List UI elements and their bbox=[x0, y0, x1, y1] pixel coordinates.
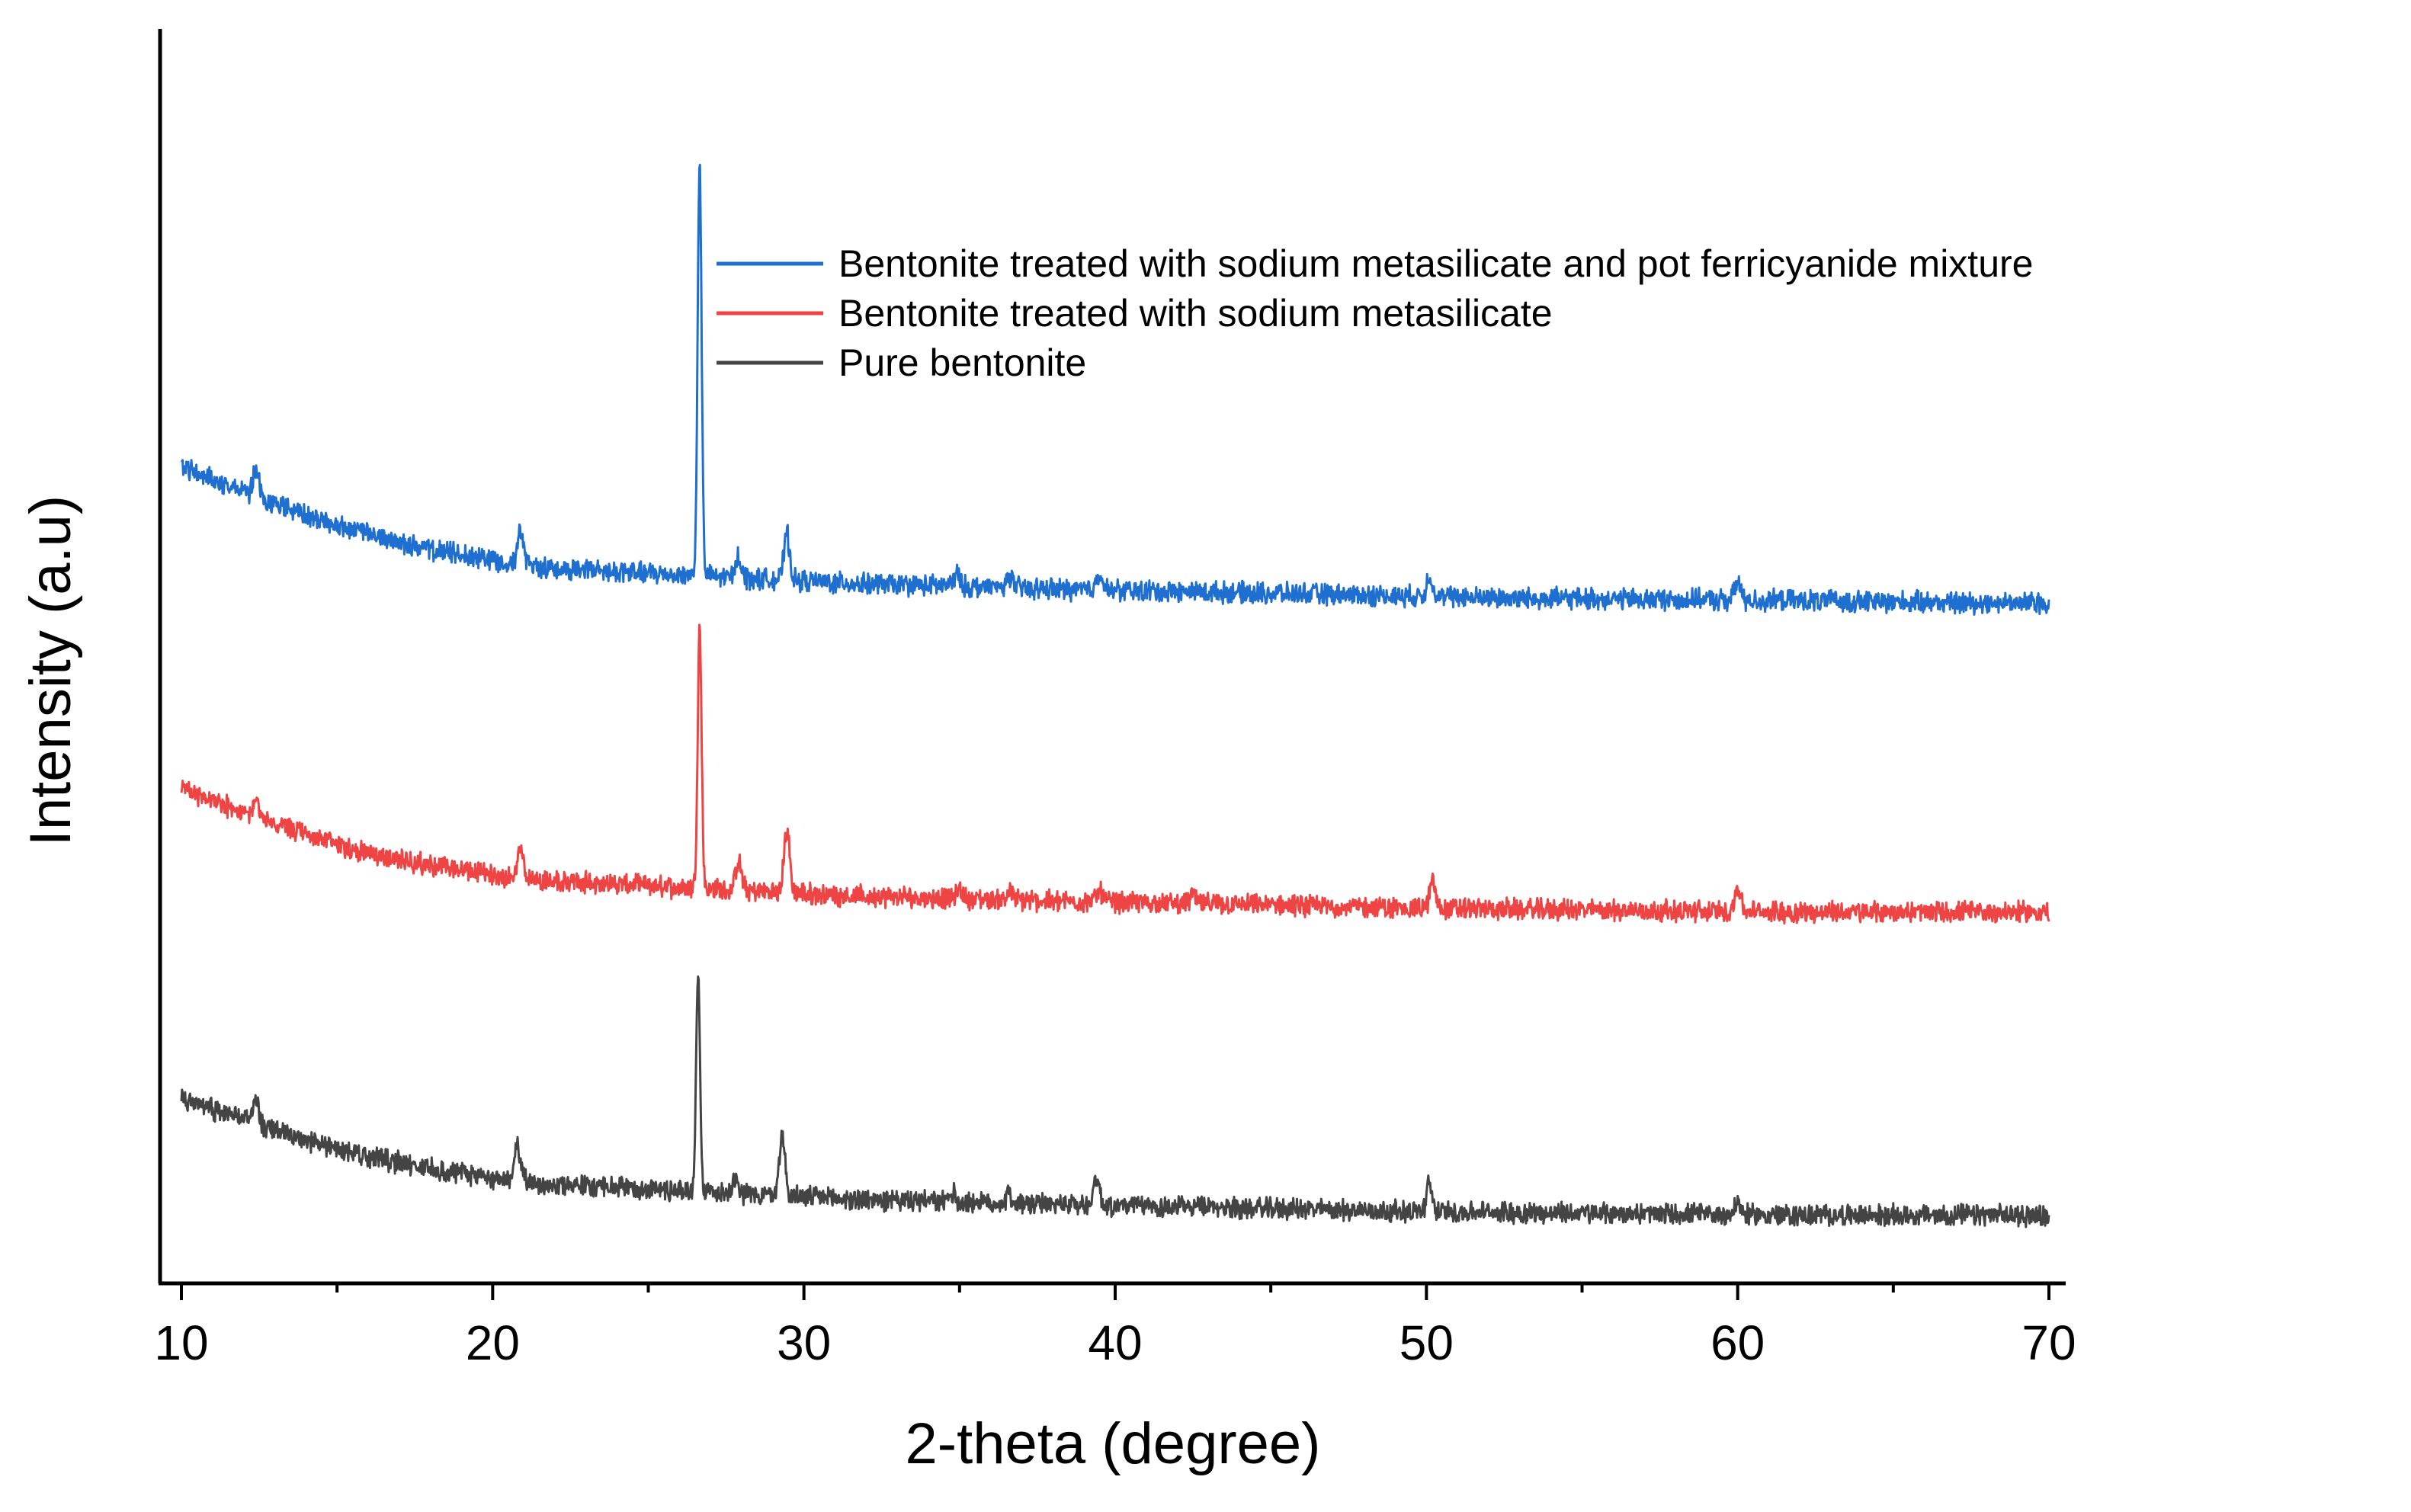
series-line-2 bbox=[180, 623, 2050, 925]
series-layer bbox=[180, 163, 2050, 1228]
x-tick-label: 40 bbox=[1088, 1315, 1142, 1370]
legend-label-1: Bentonite treated with sodium metasilica… bbox=[838, 242, 2033, 285]
x-tick-label: 50 bbox=[1399, 1315, 1454, 1370]
legend: Bentonite treated with sodium metasilica… bbox=[717, 242, 2033, 384]
series-line-1 bbox=[180, 163, 2050, 616]
axes-layer bbox=[158, 29, 2066, 1286]
ticks-layer: 10 20 30 40 50 60 70 bbox=[154, 1283, 2076, 1370]
y-axis-label: Intensity (a.u) bbox=[18, 495, 83, 846]
x-tick-label: 70 bbox=[2021, 1315, 2076, 1370]
legend-label-2: Bentonite treated with sodium metasilica… bbox=[838, 292, 1553, 335]
x-tick-label: 60 bbox=[1710, 1315, 1765, 1370]
x-axis-label: 2-theta (degree) bbox=[906, 1411, 1321, 1476]
series-line-3 bbox=[180, 975, 2050, 1228]
x-tick-label: 20 bbox=[466, 1315, 520, 1370]
x-tick-label: 30 bbox=[777, 1315, 831, 1370]
legend-label-3: Pure bentonite bbox=[838, 341, 1086, 384]
x-tick-label: 10 bbox=[154, 1315, 208, 1370]
